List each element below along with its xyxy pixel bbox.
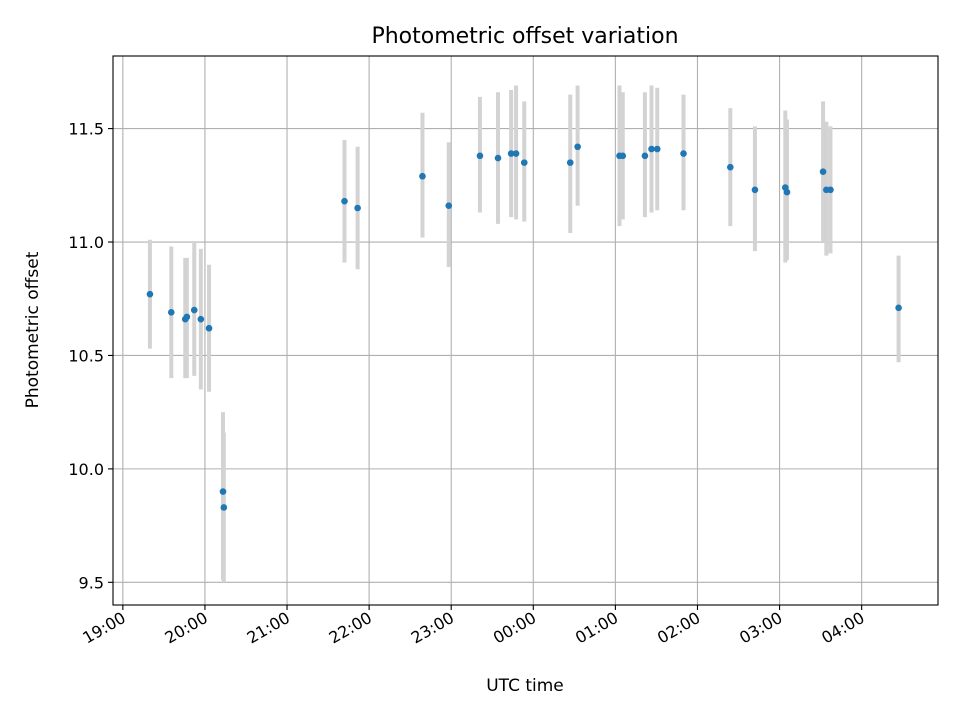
- y-axis-label: Photometric offset: [23, 251, 43, 408]
- data-point: [653, 145, 661, 153]
- data-point: [197, 315, 205, 323]
- y-tick-label: 11.5: [68, 120, 104, 139]
- data-point: [680, 150, 687, 157]
- chart-title: Photometric offset variation: [371, 24, 678, 49]
- data-point: [783, 188, 791, 196]
- data-point: [619, 152, 627, 160]
- data-point: [520, 159, 528, 166]
- data-point: [183, 313, 191, 321]
- data-point: [512, 150, 520, 157]
- data-points: [146, 143, 902, 511]
- data-point: [494, 154, 502, 162]
- data-point: [476, 152, 484, 160]
- data-point: [751, 186, 759, 194]
- y-tick-label: 11.0: [68, 233, 104, 252]
- data-point: [727, 163, 734, 171]
- data-point: [827, 186, 834, 194]
- data-point: [219, 488, 227, 495]
- data-point: [566, 159, 574, 166]
- y-tick-label: 10.0: [68, 460, 104, 479]
- data-point: [341, 197, 348, 205]
- plot-frame: [112, 55, 939, 606]
- data-point: [190, 306, 198, 314]
- data-point: [146, 290, 154, 298]
- y-tick-label: 9.5: [79, 573, 104, 592]
- data-point: [354, 204, 361, 212]
- data-point: [220, 504, 228, 511]
- data-point: [819, 168, 827, 175]
- data-point: [641, 152, 649, 160]
- data-point: [574, 143, 581, 151]
- y-axis-ticks: 9.5 10.0 10.5 11.0 11.5: [68, 120, 113, 592]
- data-point: [895, 304, 902, 312]
- data-point: [445, 202, 453, 210]
- y-tick-label: 10.5: [68, 346, 104, 365]
- data-point: [167, 309, 175, 316]
- data-point: [205, 324, 213, 332]
- data-point: [419, 172, 426, 180]
- data-point: [648, 145, 655, 153]
- x-axis-label: UTC time: [486, 676, 564, 696]
- data-point: [507, 150, 515, 157]
